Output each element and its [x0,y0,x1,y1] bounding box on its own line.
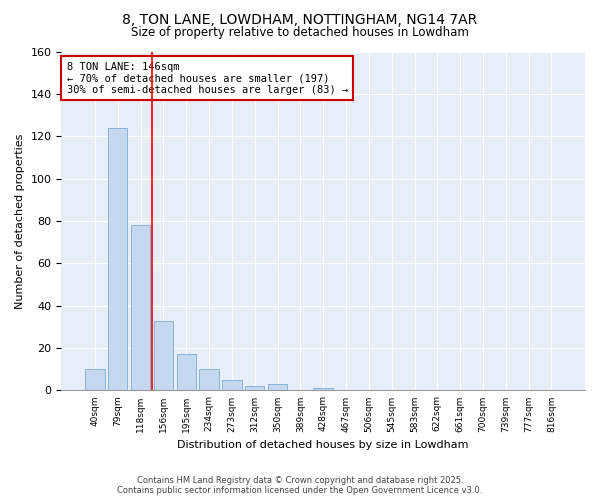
Bar [154,320,173,390]
X-axis label: Distribution of detached houses by size in Lowdham: Distribution of detached houses by size … [178,440,469,450]
Text: 8, TON LANE, LOWDHAM, NOTTINGHAM, NG14 7AR: 8, TON LANE, LOWDHAM, NOTTINGHAM, NG14 7… [122,12,478,26]
Bar [245,386,265,390]
Bar [176,354,196,390]
Bar [222,380,242,390]
Text: Contains HM Land Registry data © Crown copyright and database right 2025.
Contai: Contains HM Land Registry data © Crown c… [118,476,482,495]
Text: 8 TON LANE: 146sqm
← 70% of detached houses are smaller (197)
30% of semi-detach: 8 TON LANE: 146sqm ← 70% of detached hou… [67,62,348,95]
Bar [108,128,127,390]
Bar [199,369,219,390]
Y-axis label: Number of detached properties: Number of detached properties [15,134,25,308]
Bar [268,384,287,390]
Bar [313,388,333,390]
Bar [131,225,150,390]
Bar [85,369,104,390]
Text: Size of property relative to detached houses in Lowdham: Size of property relative to detached ho… [131,26,469,39]
